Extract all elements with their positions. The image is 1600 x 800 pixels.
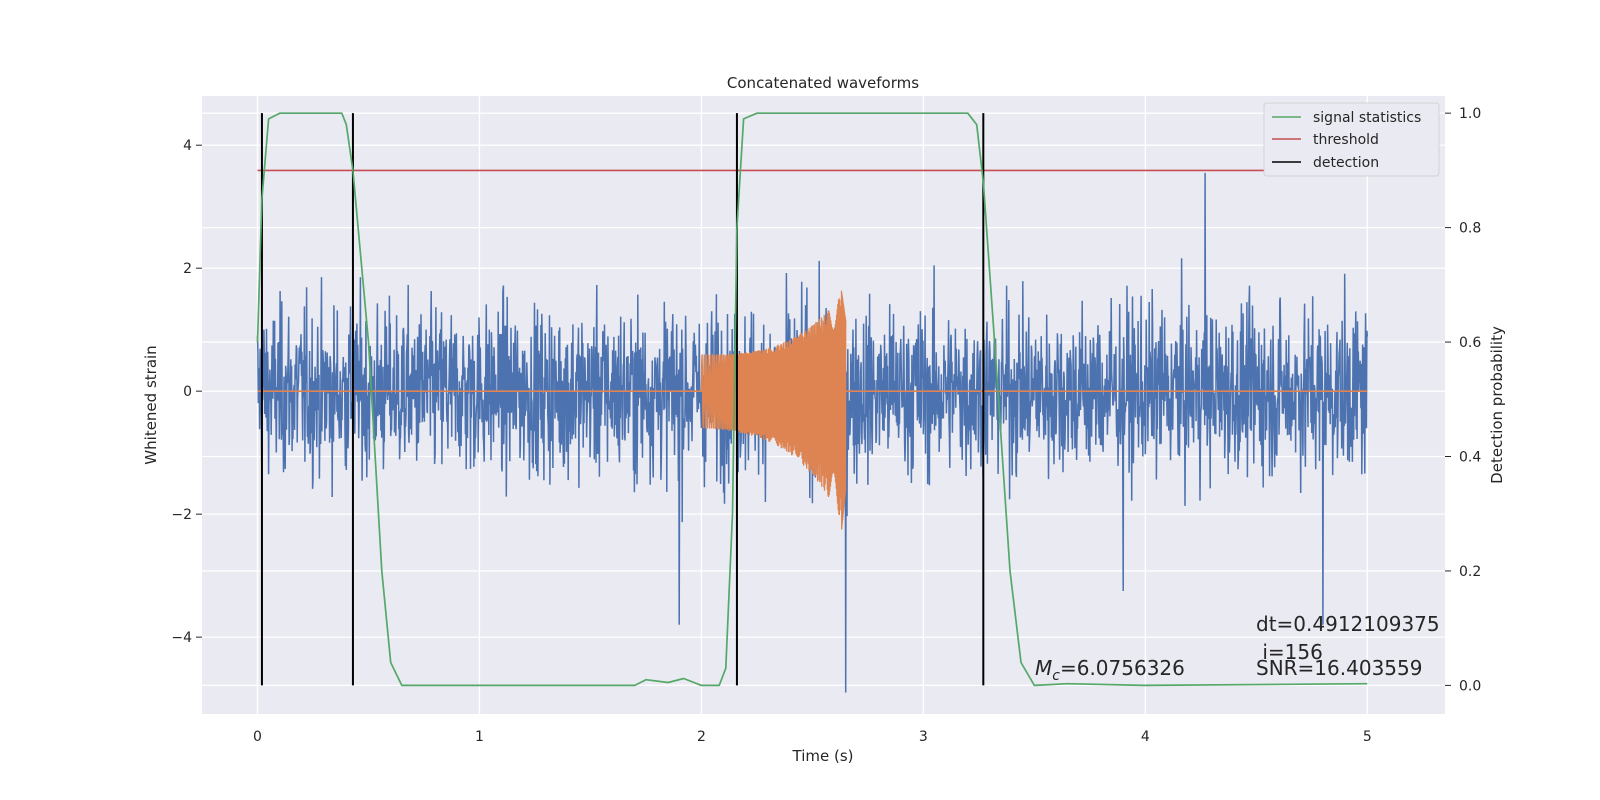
signal-statistics-line: [256, 112, 1368, 687]
y2-axis-label: Detection probability: [1488, 326, 1506, 484]
y2-tick-label: 0.6: [1459, 335, 1481, 351]
annotations: dt=0.4912109375 i=156 SNR=16.403559 Mc=6…: [1035, 612, 1440, 684]
y2-tick-label: 1.0: [1459, 106, 1481, 122]
y2-tick-label: 0.8: [1459, 221, 1481, 237]
annotation-dt: dt=0.4912109375: [1256, 612, 1440, 636]
annotation-snr: SNR=16.403559: [1256, 656, 1422, 680]
annotation-chirp-mass-symbol: M: [1035, 656, 1052, 680]
annotation-chirp-mass-value: =6.0756326: [1060, 656, 1185, 680]
x-tick-label: 3: [919, 729, 928, 745]
legend-box: [1263, 102, 1440, 177]
x-tick-label: 4: [1141, 729, 1150, 745]
legend: signal statistics threshold detection: [1263, 102, 1440, 177]
chart-title: Concatenated waveforms: [727, 74, 919, 92]
x-axis-label: Time (s): [792, 747, 854, 765]
y-tick-label: 2: [183, 261, 192, 277]
y-tick-label: 0: [183, 384, 192, 400]
strain-line: [256, 172, 1369, 693]
y-tick-label: −4: [171, 630, 192, 646]
x-tick-label: 1: [475, 729, 484, 745]
y-axis-label: Whitened strain: [142, 345, 160, 464]
waveform-chirp: [700, 290, 847, 530]
legend-label-threshold: threshold: [1313, 132, 1379, 148]
y-tick-label: 4: [183, 138, 192, 154]
y2-tick-label: 0.2: [1459, 564, 1481, 580]
y2-tick-label: 0.0: [1459, 678, 1481, 694]
series-layer: [256, 112, 1390, 693]
x-tick-label: 2: [697, 729, 706, 745]
legend-label-detection: detection: [1313, 155, 1379, 171]
annotation-chirp-mass-subscript: c: [1052, 668, 1060, 684]
y-tick-labels: −4 −2 0 2 4: [171, 138, 202, 646]
annotation-chirp-mass: Mc=6.0756326: [1035, 656, 1185, 684]
x-tick-label: 0: [253, 729, 262, 745]
y2-tick-label: 0.4: [1459, 450, 1481, 466]
x-tick-labels: 0 1 2 3 4 5: [253, 729, 1372, 745]
legend-label-signal-statistics: signal statistics: [1313, 110, 1421, 126]
y2-tick-labels: 0.0 0.2 0.4 0.6 0.8 1.0: [1445, 106, 1481, 694]
annotation-i: i=156: [1256, 640, 1323, 664]
x-tick-label: 5: [1363, 729, 1372, 745]
y-tick-label: −2: [171, 507, 192, 523]
